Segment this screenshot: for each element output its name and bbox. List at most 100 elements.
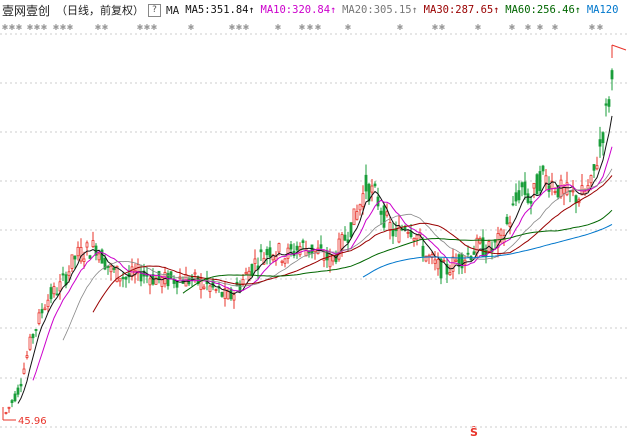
candle-body [454, 259, 458, 262]
ma20-legend: MA20:305.15↑ [342, 4, 418, 16]
candle-body [403, 227, 407, 231]
candle-body [223, 288, 227, 299]
candle-body [574, 195, 578, 204]
candle-body [232, 294, 236, 301]
candle-body [505, 216, 509, 225]
candle-body [565, 182, 569, 196]
candle-body [88, 255, 92, 259]
candle-body [424, 255, 428, 262]
event-marker: ✱ [509, 23, 516, 32]
candle-body [52, 286, 56, 295]
event-marker: ✱ [432, 23, 439, 32]
candle-body [358, 204, 362, 211]
event-marker: ✱ [299, 23, 306, 32]
candle-body [337, 238, 341, 260]
event-marker: ✱ [41, 23, 48, 32]
candle-body [466, 252, 470, 255]
candle-body [391, 229, 395, 237]
candle-body [43, 307, 47, 310]
candle-body [46, 299, 50, 308]
event-marker: ✱ [345, 23, 352, 32]
candle-body [124, 276, 128, 280]
event-marker: ✱ [537, 23, 544, 32]
candle-body [481, 237, 485, 257]
candle-body [268, 247, 272, 258]
candle-body [412, 237, 416, 241]
event-marker: ✱ [144, 23, 151, 32]
candle-body [301, 240, 305, 243]
candle-body [553, 191, 557, 193]
candle-body [532, 182, 536, 189]
candle-body [406, 231, 410, 234]
candle-body [445, 263, 449, 275]
event-marker: ✱ [275, 23, 282, 32]
event-marker: ✱ [27, 23, 34, 32]
candle-body [349, 222, 353, 238]
candle-body [334, 255, 338, 263]
candle-body [442, 260, 446, 262]
candle-body [520, 182, 524, 188]
candle-body [340, 234, 344, 250]
candle-body [283, 258, 287, 264]
candle-body [571, 190, 575, 193]
event-marker: ✱ [34, 23, 41, 32]
event-marker: ✱ [597, 23, 604, 32]
candle-body [100, 249, 104, 264]
candle-body [451, 256, 455, 272]
candle-body [259, 249, 263, 253]
event-marker: ✱ [95, 23, 102, 32]
candle-body [589, 175, 593, 184]
candle-body [355, 211, 359, 220]
event-marker: ✱ [236, 23, 243, 32]
candle-body [541, 165, 545, 172]
candle-body [385, 211, 389, 216]
candle-body [370, 185, 374, 193]
candle-body [61, 273, 65, 276]
help-icon[interactable]: ? [148, 3, 162, 17]
candle-body [28, 336, 32, 350]
candle-body [508, 222, 512, 227]
candle-body [253, 258, 257, 265]
candle-body [49, 287, 53, 300]
candle-body [472, 251, 476, 255]
candle-body [409, 231, 413, 238]
candle-body [10, 400, 14, 404]
candle-body [319, 244, 323, 249]
candle-body [364, 174, 368, 192]
candle-body [220, 291, 224, 297]
ma60-line [182, 209, 613, 294]
candle-body [85, 242, 89, 248]
candle-body [4, 412, 8, 414]
candle-body [382, 205, 386, 228]
candle-body [112, 267, 116, 270]
candle-body [109, 265, 113, 273]
candle-body [169, 271, 173, 279]
event-marker: ✱ [397, 23, 404, 32]
candle-body [97, 253, 101, 261]
candle-body [250, 263, 254, 275]
event-marker: ✱ [439, 23, 446, 32]
candle-body [214, 289, 218, 291]
candle-body [280, 260, 284, 263]
candle-body [304, 248, 308, 257]
candle-body [523, 181, 527, 195]
candle-body [193, 272, 197, 275]
candle-body [34, 329, 38, 331]
candle-body [103, 257, 107, 270]
candle-body [70, 254, 74, 269]
candle-body [433, 259, 437, 264]
ma5-legend: MA5:351.84↑ [185, 4, 255, 16]
period-label: （日线，前复权） [56, 4, 145, 17]
candle-body [430, 254, 434, 259]
candle-body [148, 278, 152, 286]
candle-body [604, 103, 608, 106]
event-marker: ✱ [552, 23, 559, 32]
candle-body [352, 208, 356, 226]
chart-header: 壹网壹创 （日线，前复权） ? MA MA5:351.84↑ MA10:320.… [0, 0, 628, 20]
candle-body [529, 201, 533, 204]
event-marker: ✱ [67, 23, 74, 32]
candle-body [166, 273, 170, 287]
candle-body [265, 249, 269, 256]
candle-body [592, 164, 596, 171]
